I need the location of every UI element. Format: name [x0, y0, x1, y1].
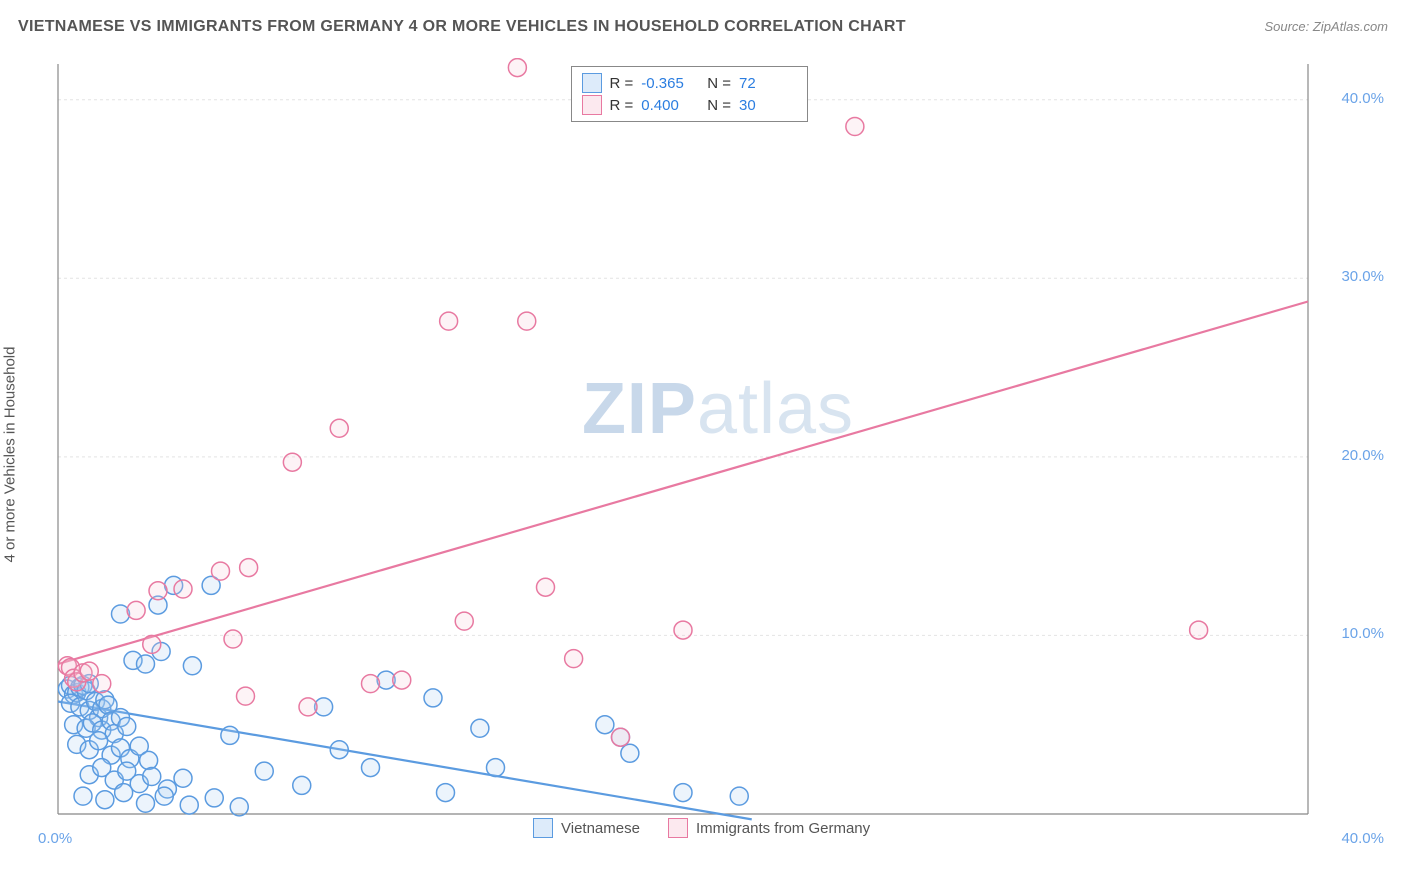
source-label: Source: ZipAtlas.com — [1264, 19, 1388, 34]
legend-series-label: Immigrants from Germany — [696, 820, 870, 837]
legend-swatch-icon — [582, 73, 602, 93]
y-tick-label: 30.0% — [1341, 268, 1384, 285]
chart-area: ZIPatlas R =-0.365N =72R =0.400N =30 Vie… — [48, 58, 1388, 856]
legend-series-label: Vietnamese — [561, 820, 640, 837]
legend-n-value: 30 — [739, 97, 797, 114]
legend-r-value: -0.365 — [641, 75, 699, 92]
legend-n-label: N = — [707, 75, 731, 92]
y-tick-label: 20.0% — [1341, 447, 1384, 464]
legend-series-item: Immigrants from Germany — [668, 818, 870, 838]
y-tick-label: 40.0% — [1341, 90, 1384, 107]
legend-n-value: 72 — [739, 75, 797, 92]
legend-n-label: N = — [707, 97, 731, 114]
legend-r-label: R = — [610, 97, 634, 114]
legend-series: Vietnamese Immigrants from Germany — [533, 818, 870, 838]
legend-r-label: R = — [610, 75, 634, 92]
legend-stat-row: R = 0.400 N = 30 — [582, 95, 798, 115]
x-tick-label: 0.0% — [38, 830, 72, 847]
legend-stats-box: R = -0.365 N = 72 R = 0.400 N = 30 — [571, 66, 809, 122]
legend-swatch-icon — [582, 95, 602, 115]
y-tick-label: 10.0% — [1341, 625, 1384, 642]
legend-r-value: 0.400 — [641, 97, 699, 114]
legend-stat-row: R = -0.365 N = 72 — [582, 73, 798, 93]
title-bar: VIETNAMESE VS IMMIGRANTS FROM GERMANY 4 … — [18, 18, 1388, 36]
scatter-plot-svg — [48, 58, 1388, 856]
legend-swatch-icon — [533, 818, 553, 838]
legend-series-item: Vietnamese — [533, 818, 640, 838]
x-tick-label: 40.0% — [1341, 830, 1384, 847]
y-axis-label: 4 or more Vehicles in Household — [2, 347, 19, 563]
legend-swatch-icon — [668, 818, 688, 838]
chart-title: VIETNAMESE VS IMMIGRANTS FROM GERMANY 4 … — [18, 18, 906, 36]
